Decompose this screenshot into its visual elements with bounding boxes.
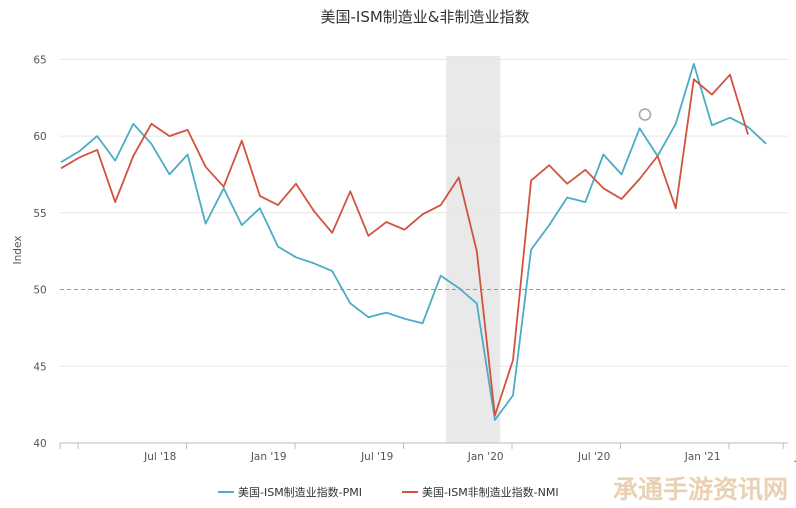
x-tick-label: Jan '21: [684, 451, 721, 463]
series-line-pmi[interactable]: [60, 63, 767, 421]
legend[interactable]: 美国-ISM制造业指数-PMI 美国-ISM非制造业指数-NMI: [218, 485, 559, 499]
x-tick-label: Jul '18: [143, 451, 176, 463]
y-axis-label: Index: [12, 236, 24, 265]
watermark-text: 承通手游资讯网: [613, 475, 788, 504]
y-tick-label: 40: [33, 438, 46, 450]
series-layer: [60, 63, 767, 421]
y-tick-label: 55: [33, 208, 46, 220]
y-tick-label: 65: [33, 54, 46, 66]
x-tick-label: Jan '20: [467, 451, 504, 463]
y-tick-label: 50: [33, 285, 46, 297]
legend-item-label[interactable]: 美国-ISM非制造业指数-NMI: [422, 485, 559, 499]
y-tick-label: 60: [33, 131, 46, 143]
axes: 40 45 50 55 60 65 Jul '18 Jan '19 Jul '19 Jan '20…: [33, 54, 796, 463]
series-line-nmi[interactable]: [60, 73, 749, 417]
x-tick-label: Jul '21: [794, 451, 796, 463]
x-tick-label: Jul '19: [360, 451, 393, 463]
hover-marker[interactable]: [638, 108, 652, 121]
x-tick-label: Jul '20: [577, 451, 610, 463]
y-tick-label: 45: [33, 361, 46, 373]
x-tick-label: Jan '19: [250, 451, 287, 463]
legend-item-label[interactable]: 美国-ISM制造业指数-PMI: [238, 485, 362, 499]
chart-title: 美国-ISM制造业&非制造业指数: [321, 8, 530, 26]
